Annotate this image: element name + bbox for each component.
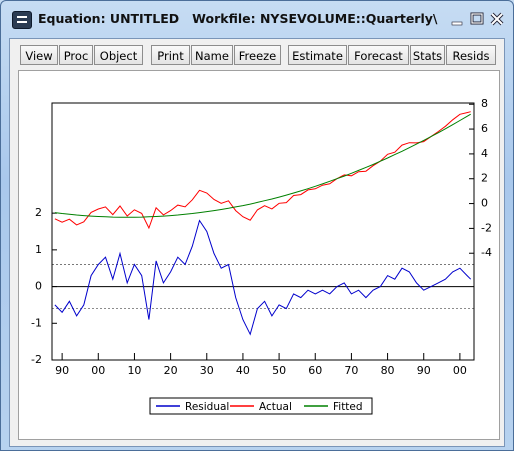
plot-frame <box>51 102 475 361</box>
legend-label: Actual <box>259 401 292 413</box>
x-tick-label: 50 <box>272 364 286 377</box>
window-icon[interactable] <box>12 11 32 29</box>
x-tick-label: 90 <box>417 364 431 377</box>
x-tick-label: 90 <box>55 364 69 377</box>
series-line <box>54 219 472 336</box>
x-tick-label: 70 <box>344 364 358 377</box>
toolbar-button[interactable]: Print <box>151 45 190 65</box>
x-tick-label: 00 <box>453 364 467 377</box>
x-tick-label: 20 <box>164 364 178 377</box>
close-button[interactable] <box>488 10 506 28</box>
toolbar-button[interactable]: Freeze <box>234 45 281 65</box>
y-tick-label: 2 <box>35 206 42 219</box>
x-tick-label: 60 <box>308 364 322 377</box>
x-tick-label: 40 <box>236 364 250 377</box>
toolbar-button[interactable]: Estimate <box>288 45 347 65</box>
toolbar-button[interactable]: Stats <box>410 45 445 65</box>
window-title: Equation: UNTITLED Workfile: NYSEVOLUME:… <box>38 11 438 26</box>
y2-tick-label: -4 <box>481 246 492 259</box>
legend-box <box>149 397 373 415</box>
toolbar-button[interactable]: Forecast <box>348 45 409 65</box>
y-tick-label: -2 <box>31 353 42 366</box>
x-tick-label: 00 <box>91 364 105 377</box>
y2-tick-label: 6 <box>481 122 488 135</box>
maximize-button[interactable] <box>468 10 486 28</box>
y-tick-label: 0 <box>35 280 42 293</box>
minimize-button[interactable] <box>448 10 466 28</box>
x-tick-label: 30 <box>200 364 214 377</box>
series-line <box>54 111 471 230</box>
y-tick-label: 1 <box>35 243 42 256</box>
y2-tick-label: 0 <box>481 197 488 210</box>
legend-label: Fitted <box>333 401 363 413</box>
y2-tick-label: 2 <box>481 172 488 185</box>
y-tick-label: -1 <box>31 316 42 329</box>
x-tick-label: 80 <box>381 364 395 377</box>
toolbar-button[interactable]: Resids <box>446 45 496 65</box>
y2-tick-label: -2 <box>481 221 492 234</box>
legend-label: Residual <box>185 401 229 413</box>
toolbar-button[interactable]: View <box>20 45 58 65</box>
x-tick-label: 10 <box>127 364 141 377</box>
y2-tick-label: 4 <box>481 147 488 160</box>
toolbar-button[interactable]: Object <box>94 45 143 65</box>
toolbar-button[interactable]: Name <box>191 45 233 65</box>
graph-panel <box>18 70 500 440</box>
toolbar-button[interactable]: Proc <box>59 45 93 65</box>
y2-tick-label: 8 <box>481 97 488 110</box>
series-line <box>54 113 471 218</box>
